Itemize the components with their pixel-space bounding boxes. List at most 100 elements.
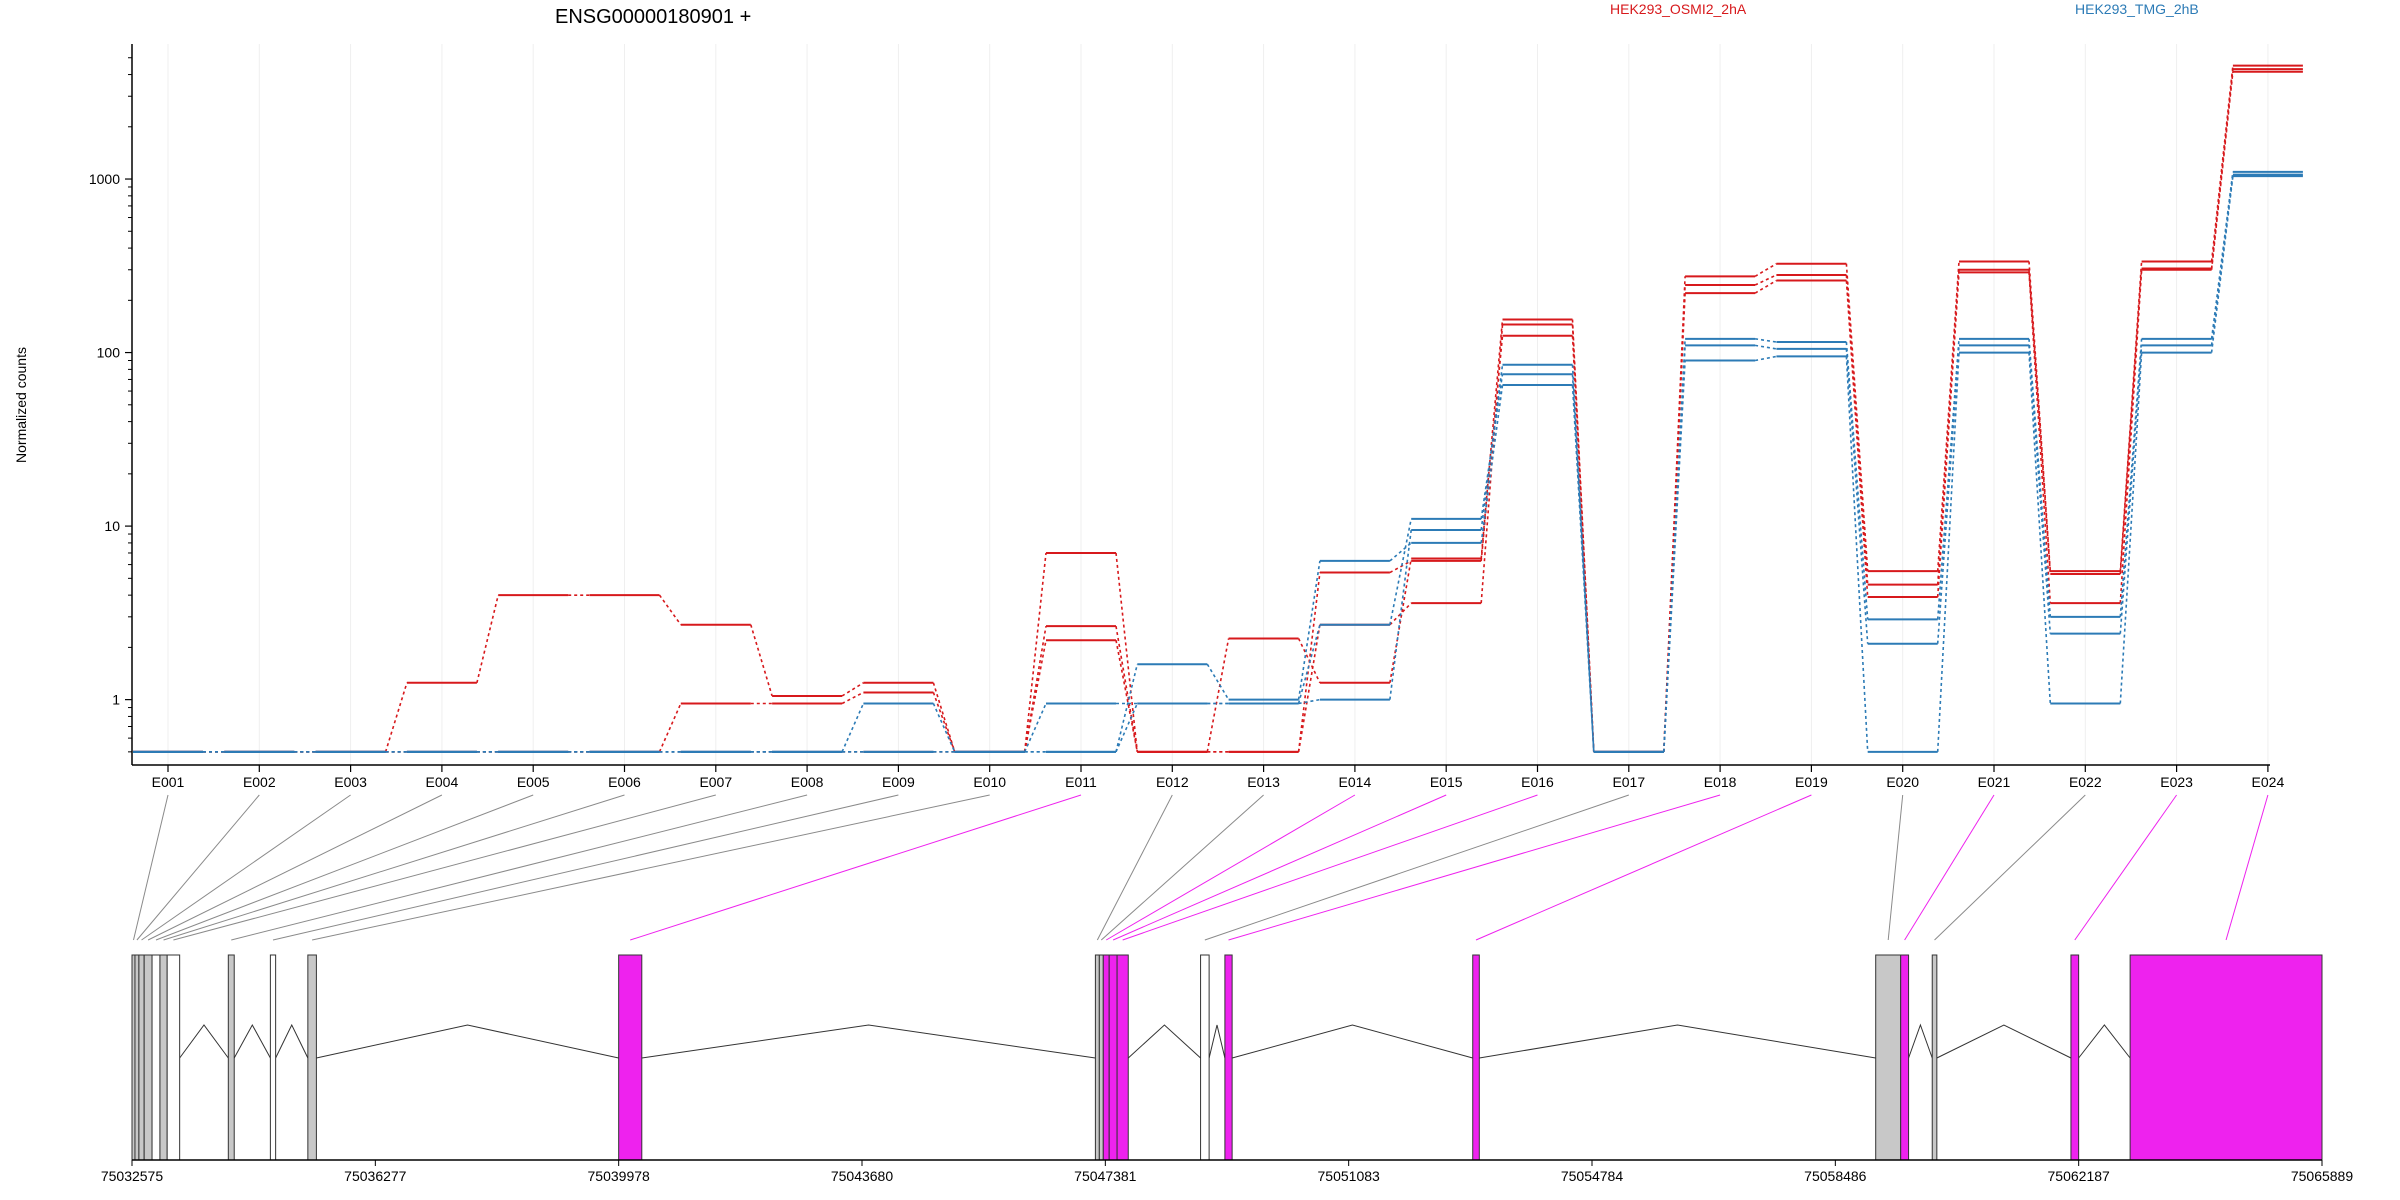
series-connector — [1845, 356, 1869, 752]
coord-label: 75043680 — [831, 1168, 894, 1184]
intron — [1231, 1024, 1473, 1059]
x-tick-label: E004 — [426, 774, 459, 790]
x-tick-label: E020 — [1886, 774, 1919, 790]
series-connector — [1754, 279, 1777, 294]
x-tick-label: E017 — [1612, 774, 1645, 790]
coord-label: 75062187 — [2048, 1168, 2111, 1184]
series-connector — [1115, 664, 1139, 753]
exon-e006 — [159, 954, 168, 1161]
exon-e016 — [1116, 954, 1129, 1161]
series-connector — [1389, 560, 1412, 574]
exon-e021 — [1900, 954, 1910, 1161]
x-tick-label: E006 — [608, 774, 641, 790]
coord-label: 75065889 — [2291, 1168, 2354, 1184]
coord-label: 75032575 — [101, 1168, 164, 1184]
y-tick-label: 10 — [104, 518, 120, 534]
intron — [1127, 1024, 1201, 1059]
series-connector — [1754, 344, 1777, 350]
intron — [641, 1024, 1096, 1059]
series-connector — [1480, 374, 1504, 520]
series-connector — [1480, 364, 1504, 531]
coord-label: 75047381 — [1074, 1168, 1137, 1184]
connector-e001 — [133, 794, 169, 941]
connector-e007 — [173, 794, 716, 941]
series-1 — [133, 64, 2303, 753]
exon-e012 — [1094, 954, 1100, 1161]
y-ticks: 1 10 100 1000 — [89, 57, 132, 753]
connector-e008 — [231, 794, 808, 941]
connector-e018 — [1228, 794, 1721, 941]
exon-connectors — [133, 794, 2269, 941]
y-axis-label: Normalized counts — [13, 347, 29, 463]
x-tick-label: E014 — [1339, 774, 1372, 790]
series-connector — [2119, 352, 2143, 704]
x-tick-label: E013 — [1247, 774, 1280, 790]
exon-e015 — [1108, 954, 1118, 1161]
series-connector — [2210, 175, 2234, 353]
series-connector — [1663, 293, 1686, 752]
series-connector — [932, 682, 956, 753]
exon-e018 — [1224, 954, 1233, 1161]
series-connector — [1936, 272, 1960, 598]
series-lines — [133, 64, 2303, 753]
x-tick-label: E012 — [1156, 774, 1189, 790]
chart-title: ENSG00000180901 + — [555, 6, 751, 28]
connector-e021 — [1904, 794, 1995, 941]
intron — [275, 1023, 309, 1059]
connector-e013 — [1100, 794, 1264, 941]
series-connector — [1389, 542, 1412, 562]
exon-e013 — [1098, 954, 1104, 1161]
exon-e008 — [227, 954, 235, 1161]
series-connector — [2210, 174, 2234, 346]
intron — [2078, 1024, 2131, 1059]
series-connector — [1480, 319, 1504, 559]
x-tick-label: E024 — [2252, 774, 2285, 790]
series-connector — [2119, 338, 2143, 617]
series-connector — [1115, 640, 1139, 753]
exon-e014 — [1102, 954, 1110, 1161]
exon-e011 — [618, 954, 643, 1161]
connector-e003 — [141, 794, 351, 941]
connector-e023 — [2074, 794, 2178, 941]
y-tick-label: 1000 — [89, 171, 120, 187]
series-connector — [1023, 640, 1047, 753]
genomic-coordinates: 75032575 75036277 75039978 75043680 75047381… — [101, 1159, 2354, 1184]
series-connector — [1936, 338, 1960, 620]
series-connector — [841, 703, 865, 753]
connector-e005 — [155, 794, 534, 941]
series-connector — [1023, 552, 1047, 752]
x-tick-label: E003 — [334, 774, 367, 790]
series-connector — [1754, 355, 1777, 362]
series-connector — [658, 594, 682, 626]
series-connector — [1663, 360, 1686, 752]
series-connector — [1023, 703, 1047, 753]
connector-e009 — [272, 794, 899, 941]
connector-e011 — [630, 794, 1082, 941]
connector-e015 — [1112, 794, 1447, 941]
series-connector — [1297, 560, 1321, 700]
connector-e002 — [136, 794, 260, 941]
x-tick-label: E015 — [1430, 774, 1463, 790]
x-tick-label: E019 — [1795, 774, 1828, 790]
series-connector — [1754, 274, 1777, 286]
series-connector — [2119, 269, 2143, 604]
coord-label: 75036277 — [344, 1168, 407, 1184]
series-connector — [1206, 638, 1230, 753]
series-connector — [1845, 341, 1869, 620]
coord-label: 75051083 — [1318, 1168, 1381, 1184]
intron — [1479, 1024, 1876, 1059]
x-tick-label: E007 — [699, 774, 732, 790]
x-ticks: E001 E002 E003 E004 E005 E006 E007 E008 E009 E010… — [152, 765, 2285, 790]
series-connector — [2028, 352, 2052, 704]
series-connector — [1571, 364, 1595, 752]
series-connector — [1754, 263, 1777, 278]
exon-e009 — [269, 954, 277, 1161]
series-connector — [1389, 529, 1412, 700]
x-tick-label: E016 — [1521, 774, 1554, 790]
series-connector — [1936, 345, 1960, 644]
x-tick-label: E008 — [791, 774, 824, 790]
x-tick-label: E010 — [973, 774, 1006, 790]
x-tick-label: E009 — [882, 774, 915, 790]
series-connector — [1936, 352, 1960, 752]
exon-e023 — [2070, 954, 2080, 1161]
